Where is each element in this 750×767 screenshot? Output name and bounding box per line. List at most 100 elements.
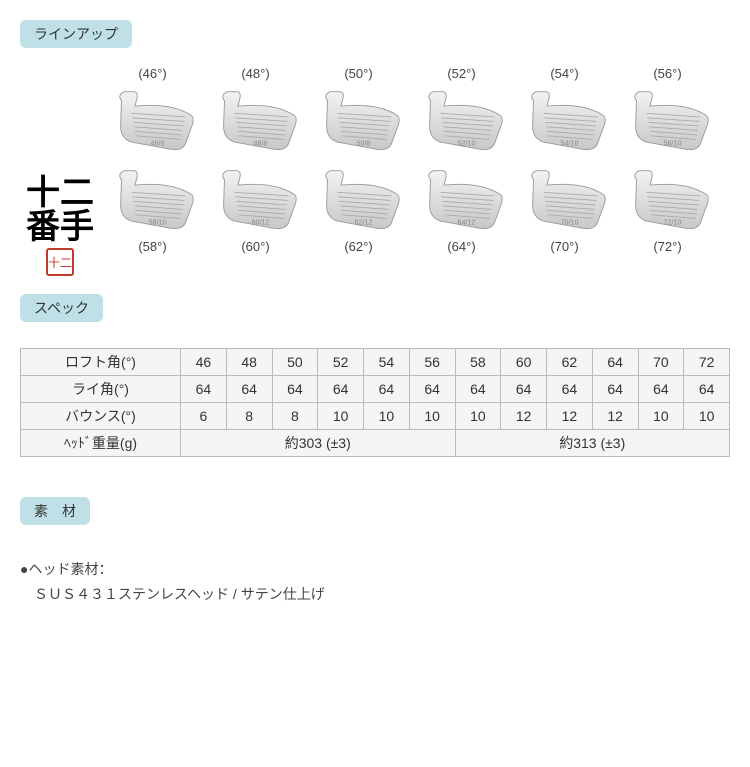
logo-line2: 番手 — [20, 210, 100, 244]
club-head-icon: 52/10 — [417, 83, 507, 158]
table-row: ﾍｯﾄﾞ重量(g)約303 (±3)約313 (±3) — [21, 430, 730, 457]
club-degree-label: (60°) — [208, 239, 303, 254]
cell: 64 — [318, 376, 364, 403]
cell: 8 — [272, 403, 318, 430]
cell: 58 — [455, 349, 501, 376]
material-line1: ●ヘッド素材： — [20, 557, 730, 582]
svg-text:64/12: 64/12 — [457, 218, 475, 227]
cell: 50 — [272, 349, 318, 376]
cell: 8 — [226, 403, 272, 430]
club-head-icon: 56/10 — [623, 83, 713, 158]
svg-text:70/10: 70/10 — [560, 218, 578, 227]
cell: 64 — [547, 376, 593, 403]
cell: 12 — [592, 403, 638, 430]
club-degree-label: (62°) — [311, 239, 406, 254]
cell: 10 — [638, 403, 684, 430]
cell: 54 — [364, 349, 410, 376]
club-head-icon: 54/10 — [520, 83, 610, 158]
club-item: 64/12 (64°) — [414, 162, 509, 254]
cell: 48 — [226, 349, 272, 376]
club-item: 58/10 (58°) — [105, 162, 200, 254]
cell: 64 — [226, 376, 272, 403]
cell: 12 — [501, 403, 547, 430]
club-head-icon: 70/10 — [520, 162, 610, 237]
club-item: 72/10 (72°) — [620, 162, 715, 254]
row-label: ﾍｯﾄﾞ重量(g) — [21, 430, 181, 457]
cell: 64 — [501, 376, 547, 403]
svg-text:46/6: 46/6 — [150, 139, 164, 148]
material-block: ●ヘッド素材： ＳＵＳ４３１ステンレスヘッド / サテン仕上げ — [20, 557, 730, 607]
lineup-block: 十二 番手 十二 (46°) 46/6 (48°) 48/8 (50°) — [20, 66, 730, 254]
club-degree-label: (50°) — [311, 66, 406, 81]
club-item: (52°) 52/10 — [414, 66, 509, 158]
club-head-icon: 48/8 — [211, 83, 301, 158]
club-head-icon: 58/10 — [108, 162, 198, 237]
material-line2: ＳＵＳ４３１ステンレスヘッド / サテン仕上げ — [20, 582, 730, 607]
club-item: 62/12 (62°) — [311, 162, 406, 254]
club-degree-label: (46°) — [105, 66, 200, 81]
cell: 10 — [455, 403, 501, 430]
club-head-icon: 50/8 — [314, 83, 404, 158]
cell: 6 — [181, 403, 227, 430]
svg-text:72/10: 72/10 — [663, 218, 681, 227]
cell: 64 — [181, 376, 227, 403]
cell: 62 — [547, 349, 593, 376]
cell: 10 — [318, 403, 364, 430]
svg-text:62/12: 62/12 — [354, 218, 372, 227]
svg-text:54/10: 54/10 — [560, 139, 578, 148]
cell: 10 — [364, 403, 410, 430]
cell: 52 — [318, 349, 364, 376]
club-degree-label: (52°) — [414, 66, 509, 81]
club-degree-label: (56°) — [620, 66, 715, 81]
club-head-icon: 62/12 — [314, 162, 404, 237]
club-head-icon: 64/12 — [417, 162, 507, 237]
cell: 64 — [684, 376, 730, 403]
club-item: (46°) 46/6 — [105, 66, 200, 158]
club-item: (48°) 48/8 — [208, 66, 303, 158]
row-label: ロフト角(°) — [21, 349, 181, 376]
spec-section-label: スペック — [20, 294, 103, 322]
cell: 72 — [684, 349, 730, 376]
cell: 10 — [684, 403, 730, 430]
cell: 10 — [409, 403, 455, 430]
svg-text:58/10: 58/10 — [148, 218, 166, 227]
cell: 60 — [501, 349, 547, 376]
logo-line1: 十二 — [20, 176, 100, 210]
lineup-section-label: ラインアップ — [20, 20, 132, 48]
table-row: ロフト角(°)464850525456586062647072 — [21, 349, 730, 376]
cell: 約303 (±3) — [181, 430, 456, 457]
cell: 46 — [181, 349, 227, 376]
cell: 64 — [364, 376, 410, 403]
cell: 12 — [547, 403, 593, 430]
logo-seal: 十二 — [46, 248, 74, 276]
svg-text:50/8: 50/8 — [356, 139, 370, 148]
club-head-icon: 46/6 — [108, 83, 198, 158]
club-degree-label: (48°) — [208, 66, 303, 81]
club-item: (54°) 54/10 — [517, 66, 612, 158]
material-section-label: 素 材 — [20, 497, 90, 525]
lineup-logo: 十二 番手 十二 — [20, 176, 100, 276]
spec-table: ロフト角(°)464850525456586062647072ライ角(°)646… — [20, 348, 730, 457]
svg-text:56/10: 56/10 — [663, 139, 681, 148]
row-label: ライ角(°) — [21, 376, 181, 403]
svg-text:52/10: 52/10 — [457, 139, 475, 148]
cell: 64 — [455, 376, 501, 403]
club-item: (56°) 56/10 — [620, 66, 715, 158]
club-head-icon: 60/12 — [211, 162, 301, 237]
cell: 56 — [409, 349, 455, 376]
club-head-icon: 72/10 — [623, 162, 713, 237]
table-row: ライ角(°)646464646464646464646464 — [21, 376, 730, 403]
club-degree-label: (64°) — [414, 239, 509, 254]
cell: 約313 (±3) — [455, 430, 730, 457]
cell: 64 — [409, 376, 455, 403]
table-row: バウンス(°)688101010101212121010 — [21, 403, 730, 430]
svg-text:60/12: 60/12 — [251, 218, 269, 227]
cell: 64 — [592, 376, 638, 403]
club-degree-label: (70°) — [517, 239, 612, 254]
club-item: (50°) 50/8 — [311, 66, 406, 158]
cell: 64 — [592, 349, 638, 376]
club-item: 60/12 (60°) — [208, 162, 303, 254]
svg-text:48/8: 48/8 — [253, 139, 267, 148]
cell: 70 — [638, 349, 684, 376]
club-degree-label: (54°) — [517, 66, 612, 81]
